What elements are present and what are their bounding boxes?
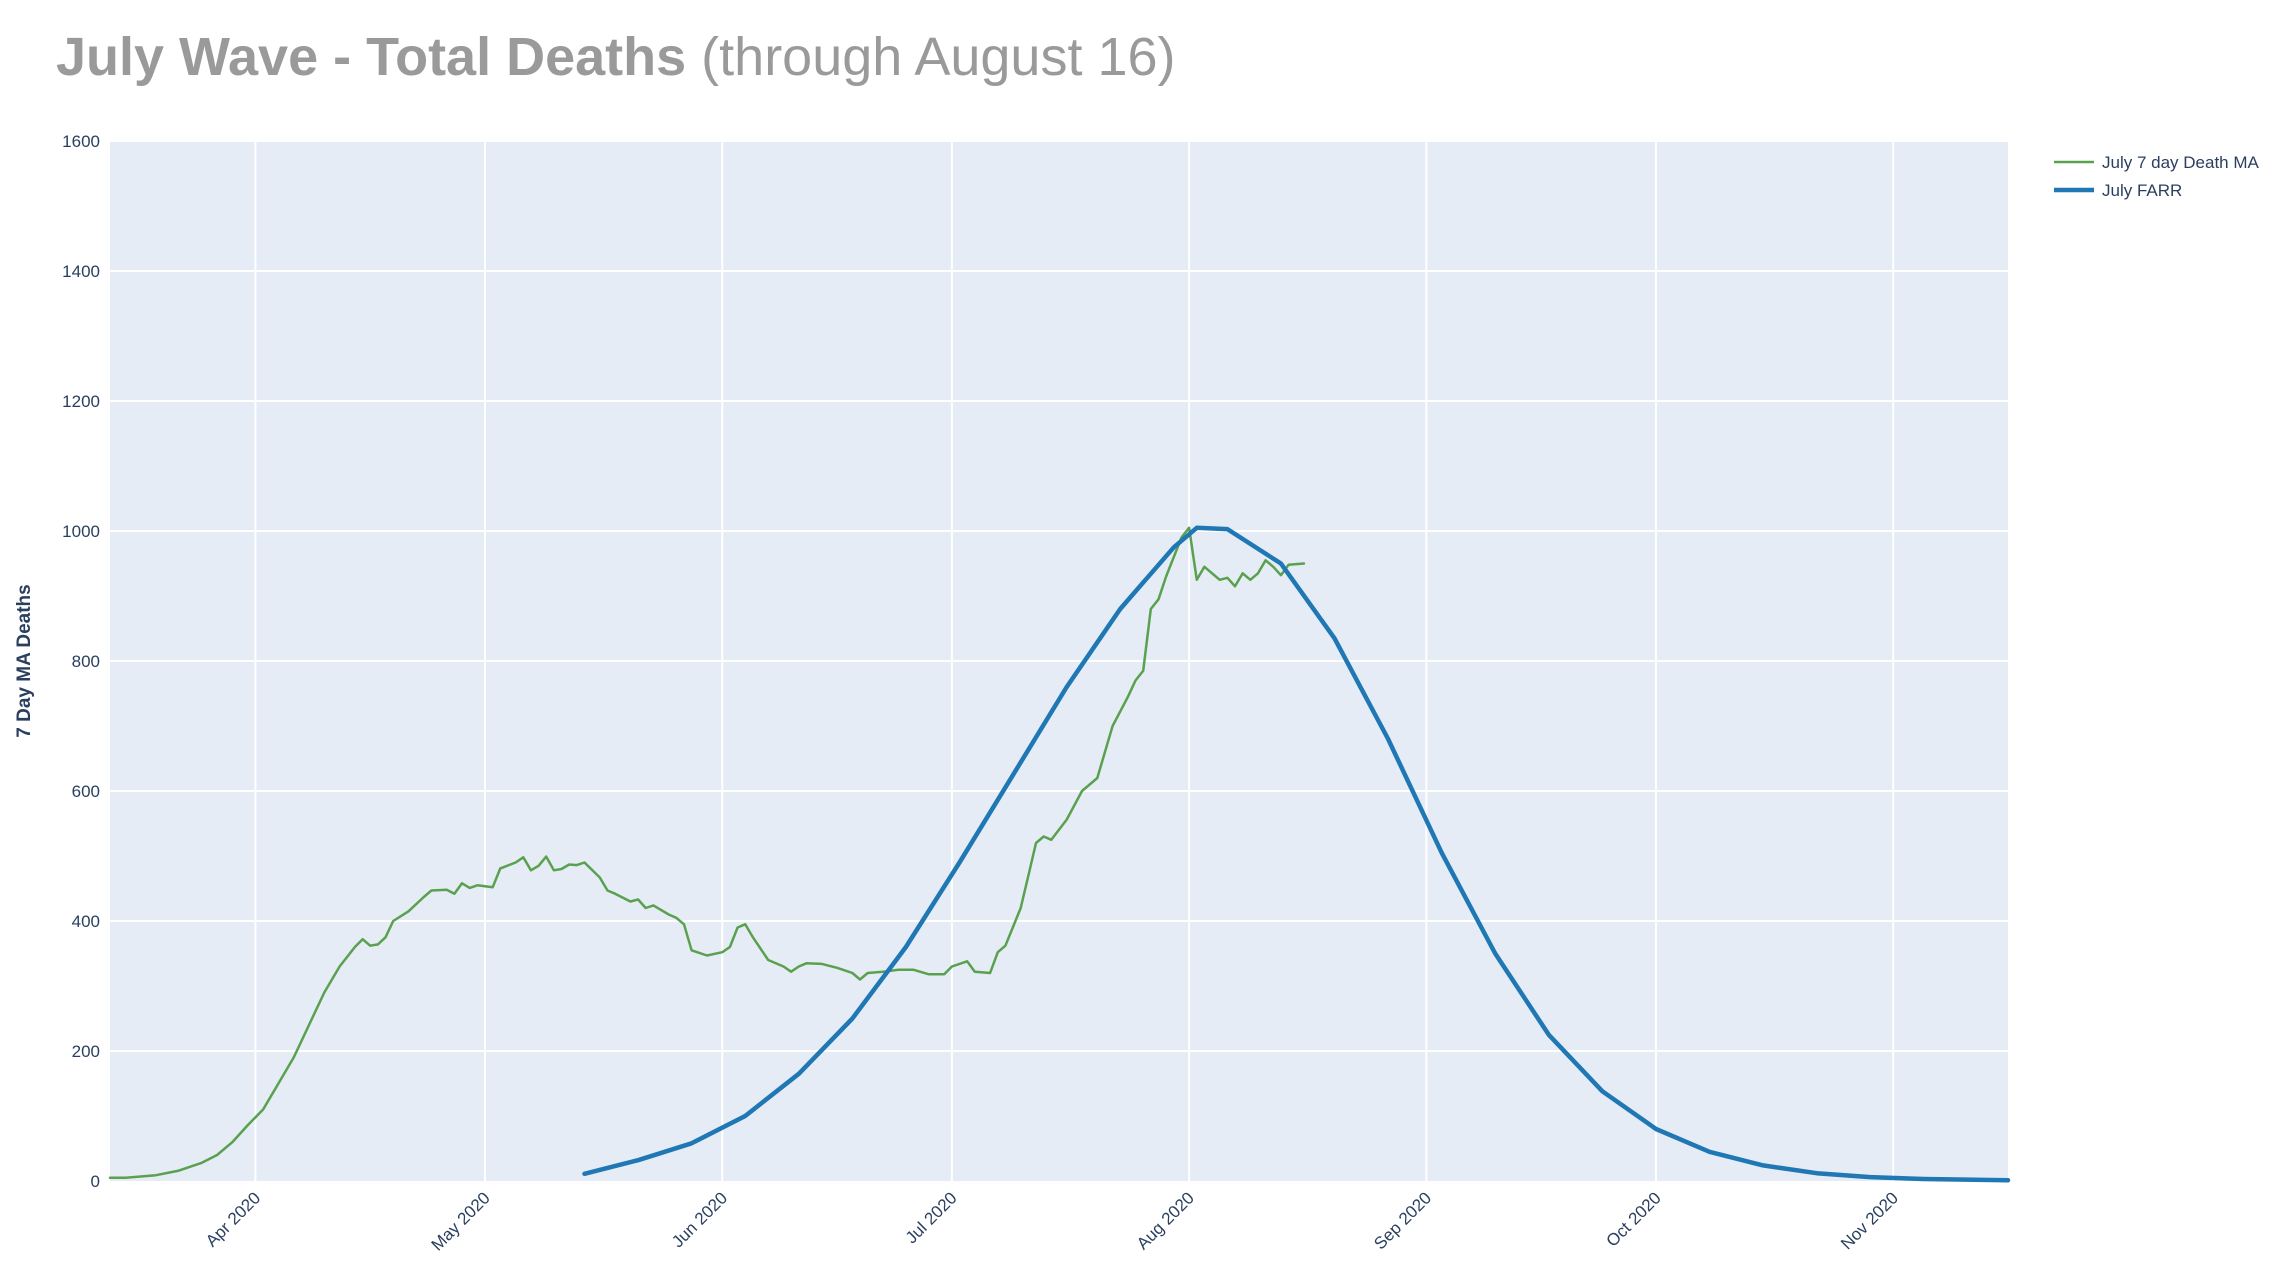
- x-tick-label: Apr 2020: [202, 1188, 264, 1250]
- y-tick-label: 1400: [62, 262, 100, 281]
- y-tick-label: 600: [72, 782, 100, 801]
- y-tick-label: 800: [72, 652, 100, 671]
- x-axis-ticks: Apr 2020 May 2020 Jun 2020 Jul 2020 Aug 2020…: [202, 1188, 1902, 1254]
- x-tick-label: May 2020: [428, 1188, 494, 1254]
- chart-title-sub: (through August 16): [701, 27, 1176, 87]
- chart-title: July Wave - Total Deaths (through August…: [56, 26, 1176, 88]
- x-tick-label: Jun 2020: [668, 1188, 731, 1251]
- y-tick-label: 1000: [62, 522, 100, 541]
- grid: [110, 140, 2008, 1181]
- y-tick-label: 400: [72, 912, 100, 931]
- x-tick-label: Jul 2020: [902, 1188, 961, 1247]
- series-layer: [108, 525, 2011, 1183]
- y-tick-label: 0: [91, 1172, 100, 1191]
- legend-label: July FARR: [2102, 181, 2182, 200]
- legend: July 7 day Death MA July FARR: [2054, 153, 2260, 200]
- x-tick-label: Nov 2020: [1837, 1188, 1902, 1253]
- legend-label: July 7 day Death MA: [2102, 153, 2260, 172]
- series-line-death-ma: [108, 526, 1306, 1180]
- y-axis-label: 7 Day MA Deaths: [14, 584, 35, 737]
- y-tick-label: 200: [72, 1042, 100, 1061]
- y-tick-label: 1600: [62, 132, 100, 151]
- y-axis-ticks: 0 200 400 600 800 1000 1200 1400 1600: [62, 132, 100, 1191]
- x-tick-label: Aug 2020: [1133, 1188, 1198, 1253]
- y-tick-label: 1200: [62, 392, 100, 411]
- x-tick-label: Oct 2020: [1603, 1188, 1665, 1250]
- series-line-farr: [582, 525, 2011, 1183]
- chart-title-main: July Wave - Total Deaths: [56, 27, 687, 87]
- x-tick-label: Sep 2020: [1370, 1188, 1435, 1253]
